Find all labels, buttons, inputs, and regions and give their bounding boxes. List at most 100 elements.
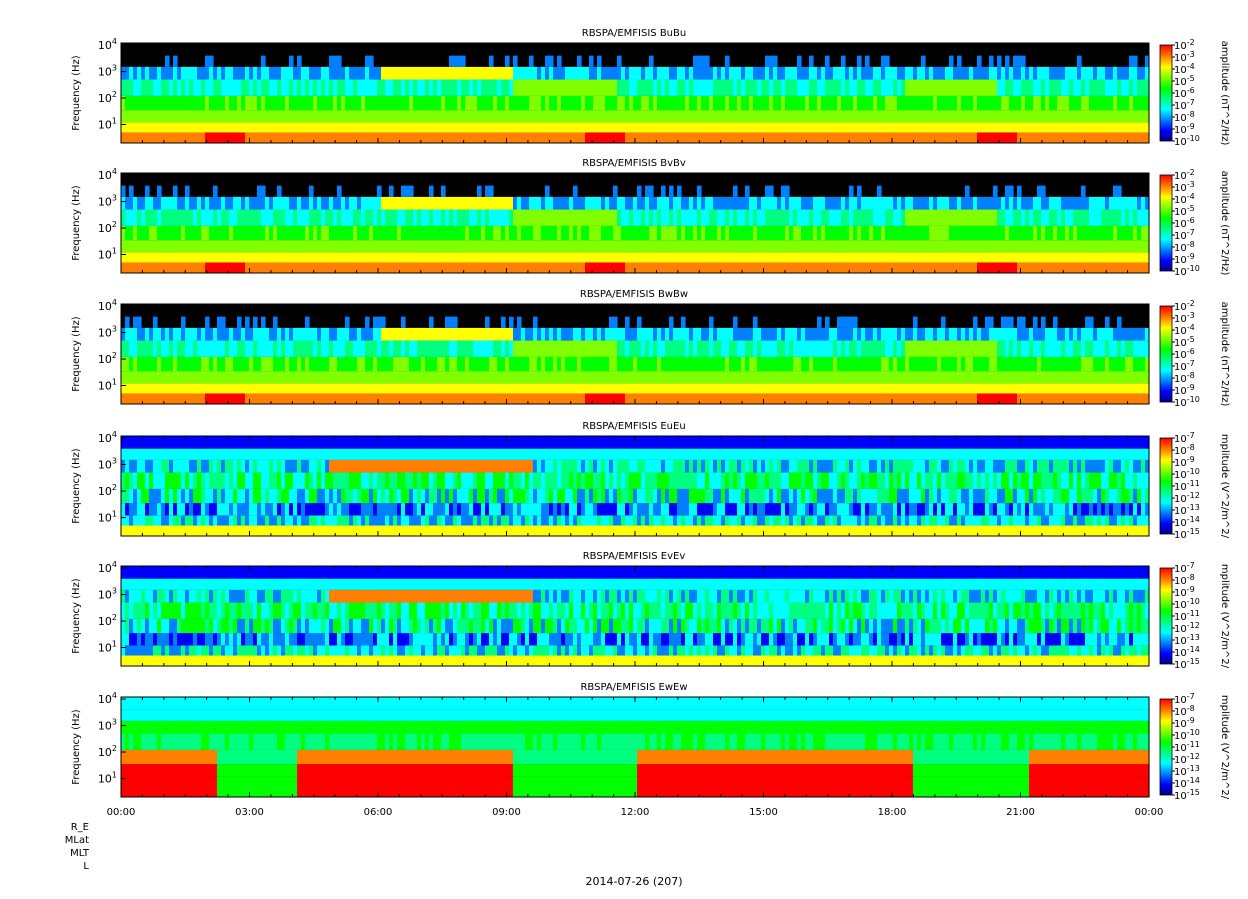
y-axis-label: Frequency (Hz) (71, 448, 82, 524)
colorbar-tick-label: 10-8 (1174, 704, 1195, 718)
spectrogram-image (121, 43, 1150, 143)
y-tick-label: 104 (98, 560, 117, 575)
spectrogram-panel-6: RBSPA/EMFISIS EwEw Frequency (Hz) 101 102 10… (71, 682, 1230, 818)
colorbar-tick-label: 10-7 (1174, 98, 1195, 112)
colorbar-tick-label: 10-3 (1174, 311, 1195, 325)
colorbar-tick-label: 10-8 (1174, 371, 1195, 385)
colorbar-tick-label: 10-8 (1174, 573, 1195, 587)
panel-title: RBSPA/EMFISIS EuEu (582, 421, 685, 432)
y-tick-label: 104 (98, 430, 117, 445)
colorbar-tick-label: 10-9 (1174, 716, 1195, 730)
y-tick-label: 104 (98, 167, 117, 182)
colorbar-gradient (1159, 305, 1173, 403)
colorbar-tick-label: 10-7 (1174, 359, 1195, 373)
ephemeris-label: MLT (70, 848, 90, 859)
colorbar-tick-label: 10-4 (1174, 192, 1195, 206)
colorbar-tick-label: 10-6 (1174, 216, 1195, 230)
colorbar-tick-label: 10-7 (1174, 692, 1195, 706)
spectrogram-panel-2: RBSPA/EMFISIS BvBv Frequency (Hz) 101 102 10… (71, 158, 1230, 278)
ephemeris-label: MLat (65, 835, 89, 846)
colorbar-tick-label: 10-13 (1174, 764, 1200, 778)
ephemeris-labels: R_E MLat MLT L (65, 822, 90, 872)
colorbar-tick-label: 10-14 (1174, 645, 1200, 659)
spectrogram-panel-4: RBSPA/EMFISIS EuEu Frequency (Hz) 101 102 10… (71, 421, 1230, 541)
panel-title: RBSPA/EMFISIS BvBv (582, 158, 686, 169)
colorbar-tick-label: 10-3 (1174, 180, 1195, 194)
y-tick-label: 101 (98, 509, 117, 524)
colorbar-tick-label: 10-13 (1174, 503, 1200, 517)
colorbar-label: mplitude (V^2/m^2/ (1219, 434, 1230, 539)
panel-title: RBSPA/EMFISIS EvEv (583, 551, 686, 562)
colorbar-tick-label: 10-3 (1174, 50, 1195, 64)
colorbar-tick-label: 10-8 (1174, 110, 1195, 124)
x-tick-label: 06:00 (364, 807, 393, 818)
colorbar-tick-label: 10-6 (1174, 347, 1195, 361)
colorbar-tick-label: 10-2 (1174, 299, 1195, 313)
y-tick-label: 101 (98, 639, 117, 654)
colorbar-tick-label: 10-5 (1174, 204, 1195, 218)
y-axis-label: Frequency (Hz) (71, 316, 82, 392)
colorbar-label: amplitude (nT^2/Hz) (1219, 171, 1230, 276)
colorbar-tick-label: 10-9 (1174, 585, 1195, 599)
colorbar-tick-label: 10-12 (1174, 491, 1200, 505)
colorbar: 10-210-310-410-510-610-710-810-910-10 amp… (1159, 299, 1230, 409)
colorbar-tick-label: 10-5 (1174, 335, 1195, 349)
colorbar-tick-label: 10-13 (1174, 633, 1200, 647)
colorbar-tick-label: 10-11 (1174, 479, 1200, 493)
panel-title: RBSPA/EMFISIS BuBu (582, 28, 686, 39)
x-tick-label: 12:00 (621, 807, 650, 818)
spectrogram-image (121, 697, 1150, 797)
x-tick-label: 21:00 (1006, 807, 1035, 818)
y-tick-label: 104 (98, 298, 117, 313)
spectrogram-image (121, 304, 1150, 404)
colorbar-gradient (1159, 698, 1173, 796)
colorbar: 10-210-310-410-510-610-710-810-910-10 amp… (1159, 168, 1230, 278)
y-tick-label: 101 (98, 116, 117, 131)
colorbar-tick-label: 10-7 (1174, 228, 1195, 242)
y-tick-label: 101 (98, 377, 117, 392)
colorbar-tick-label: 10-15 (1174, 788, 1200, 802)
panel-title: RBSPA/EMFISIS EwEw (580, 682, 687, 693)
colorbar-tick-label: 10-10 (1174, 264, 1200, 278)
colorbar-tick-label: 10-7 (1174, 431, 1195, 445)
y-tick-label: 102 (98, 351, 117, 366)
y-tick-label: 102 (98, 483, 117, 498)
spectrogram-image (121, 173, 1150, 273)
x-tick-label: 00:00 (107, 807, 136, 818)
colorbar-tick-label: 10-9 (1174, 383, 1195, 397)
colorbar-tick-label: 10-10 (1174, 467, 1200, 481)
colorbar-tick-label: 10-9 (1174, 122, 1195, 136)
y-tick-label: 102 (98, 744, 117, 759)
y-tick-label: 103 (98, 194, 117, 209)
colorbar-tick-label: 10-2 (1174, 38, 1195, 52)
colorbar: 10-210-310-410-510-610-710-810-910-10 amp… (1159, 38, 1230, 148)
y-tick-label: 103 (98, 718, 117, 733)
colorbar-tick-label: 10-15 (1174, 657, 1200, 671)
colorbar-tick-label: 10-12 (1174, 752, 1200, 766)
y-axis-label: Frequency (Hz) (71, 709, 82, 785)
y-axis-label: Frequency (Hz) (71, 185, 82, 261)
x-tick-label: 09:00 (492, 807, 521, 818)
colorbar-tick-label: 10-5 (1174, 74, 1195, 88)
colorbar-gradient (1159, 44, 1173, 142)
ephemeris-label: L (83, 861, 89, 872)
y-tick-label: 103 (98, 587, 117, 602)
colorbar-gradient (1159, 174, 1173, 272)
colorbar-tick-label: 10-10 (1174, 134, 1200, 148)
colorbar-tick-label: 10-9 (1174, 455, 1195, 469)
colorbar-tick-label: 10-14 (1174, 515, 1200, 529)
colorbar-tick-label: 10-7 (1174, 561, 1195, 575)
colorbar-tick-label: 10-14 (1174, 776, 1200, 790)
y-tick-label: 101 (98, 246, 117, 261)
colorbar-tick-label: 10-11 (1174, 609, 1200, 623)
y-tick-label: 103 (98, 64, 117, 79)
spectrogram-image (121, 566, 1150, 666)
y-tick-label: 104 (98, 37, 117, 52)
spectrogram-panel-3: RBSPA/EMFISIS BwBw Frequency (Hz) 101 102 10… (71, 289, 1230, 409)
colorbar-tick-label: 10-8 (1174, 443, 1195, 457)
colorbar-tick-label: 10-10 (1174, 395, 1200, 409)
x-tick-label: 00:00 (1135, 807, 1164, 818)
y-tick-label: 103 (98, 457, 117, 472)
colorbar-label: amplitude (nT^2/Hz) (1219, 302, 1230, 407)
